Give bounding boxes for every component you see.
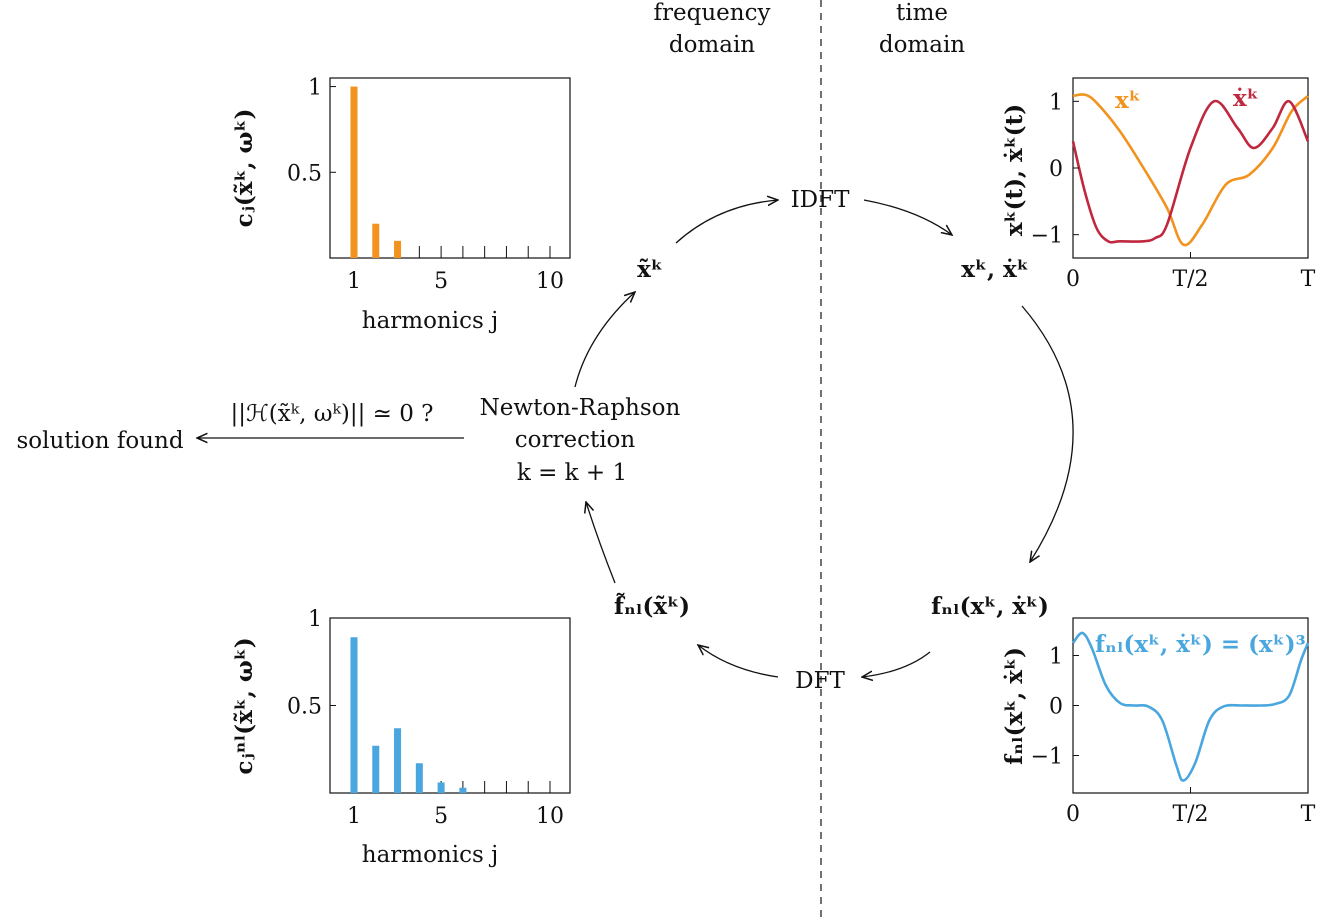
- series-label-0: xᵏ: [1115, 87, 1141, 114]
- x-tick-label: T/2: [1172, 267, 1208, 292]
- bar-harmonic-5: [437, 782, 445, 793]
- chart-time-nonlinear-force: fₙₗ(xᵏ, ẋᵏ) = (xᵏ)³ 0 T/2 T −1 0 1 fₙₗ(xᵏ, ẋᵏ): [1001, 617, 1316, 827]
- y-tick-label: 0: [1049, 157, 1063, 182]
- time-domain-label-1: time: [896, 0, 948, 26]
- y-tick-label: 0: [1049, 695, 1063, 720]
- bar-harmonic-3: [394, 240, 402, 258]
- x-tick-label: 0: [1066, 267, 1080, 292]
- x-tick-label: T: [1301, 802, 1316, 827]
- arrow-to-idft: [675, 200, 778, 244]
- x-tick-label: 5: [434, 804, 448, 829]
- plot-frame: [1072, 77, 1309, 259]
- solution-found-label: solution found: [16, 428, 183, 454]
- newton-line-2: correction: [515, 427, 636, 453]
- chart-harmonics-displacement: 1 5 10 0.5 1 cⱼ(x̃ᵏ, ωᵏ) harmonics j: [231, 76, 571, 334]
- y-tick-label: 1: [1049, 90, 1063, 115]
- y-axis-label: fₙₗ(xᵏ, ẋᵏ): [1001, 647, 1028, 765]
- series-label-0: fₙₗ(xᵏ, ẋᵏ) = (xᵏ)³: [1095, 631, 1306, 658]
- x-tilde-node: x̃ᵏ: [637, 256, 663, 283]
- y-tick-label: 1: [308, 76, 322, 101]
- y-tick-label: 0.5: [287, 161, 322, 186]
- y-tick-label: 0.5: [287, 695, 322, 720]
- series-label-1: ẋᵏ: [1233, 85, 1259, 112]
- x-tick-label: T: [1301, 267, 1316, 292]
- dft-node: DFT: [795, 668, 845, 694]
- bar-harmonic-1: [350, 637, 358, 793]
- series-line-0: [1072, 93, 1309, 247]
- bar-harmonic-2: [372, 745, 380, 793]
- plot-frame: [329, 617, 571, 794]
- arrow-to-newton: [586, 502, 616, 584]
- y-tick-label: 1: [1049, 645, 1063, 670]
- newton-line-3: k = k + 1: [517, 460, 627, 486]
- x-tick-label: 0: [1066, 802, 1080, 827]
- fnl-tilde-node: f̃ₙₗ(x̃ᵏ): [614, 593, 690, 620]
- frequency-domain-label-1: frequency: [654, 0, 771, 26]
- x-tick-label: 1: [347, 269, 361, 294]
- y-axis-label: cⱼ(x̃ᵏ, ωᵏ): [231, 109, 258, 228]
- frequency-domain-label-2: domain: [669, 32, 755, 58]
- y-tick-label: −1: [1031, 224, 1063, 249]
- bar-harmonic-3: [394, 728, 402, 793]
- convergence-check: ||ℋ(x̃ᵏ, ωᵏ)|| ≃ 0 ?: [231, 401, 434, 427]
- newton-line-1: Newton-Raphson: [480, 395, 681, 421]
- x-axis-label: harmonics j: [362, 842, 498, 868]
- bar-harmonic-1: [350, 86, 358, 258]
- arrow-time-to-fnl: [1021, 305, 1074, 562]
- x-xdot-node: xᵏ, ẋᵏ: [961, 256, 1029, 283]
- arrow-newton-to-x-tilde: [574, 292, 635, 388]
- x-axis-label: harmonics j: [362, 308, 498, 334]
- series-line-0: [1071, 631, 1310, 782]
- y-tick-label: 1: [308, 607, 322, 632]
- chart-harmonics-nonlinear-force: 1 5 10 0.5 1 cⱼⁿˡ(x̃ᵏ, ωᵏ) harmonics j: [231, 607, 571, 868]
- time-domain-label-2: domain: [879, 32, 965, 58]
- x-tick-label: 10: [536, 804, 564, 829]
- x-tick-label: 10: [536, 269, 564, 294]
- y-axis-label: xᵏ(t), ẋᵏ(t): [1001, 104, 1028, 236]
- arrow-dft-to-fnl-tilde: [698, 645, 779, 678]
- idft-node: IDFT: [791, 187, 850, 213]
- y-tick-label: −1: [1031, 745, 1063, 770]
- y-axis-label: cⱼⁿˡ(x̃ᵏ, ωᵏ): [231, 637, 258, 774]
- arrow-idft-to-time: [863, 199, 952, 235]
- bar-harmonic-4: [415, 763, 423, 793]
- bar-harmonic-6: [459, 787, 467, 793]
- x-tick-label: 5: [434, 269, 448, 294]
- bar-harmonic-2: [372, 223, 380, 258]
- fnl-time-node: fₙₗ(xᵏ, ẋᵏ): [931, 593, 1049, 620]
- x-tick-label: 1: [347, 804, 361, 829]
- x-tick-label: T/2: [1172, 802, 1208, 827]
- arrow-fnl-to-dft: [862, 651, 931, 677]
- series-line-1: [1071, 99, 1310, 244]
- plot-frame: [329, 77, 571, 259]
